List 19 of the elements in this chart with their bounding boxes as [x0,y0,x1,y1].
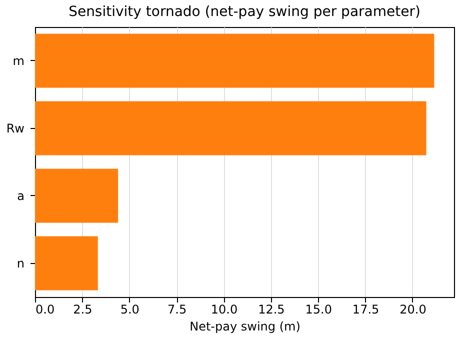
x-tick-label: 7.5 [168,302,187,316]
x-tick-label: 20.0 [400,302,426,316]
y-tick-label: a [17,188,24,203]
bar [35,34,434,88]
x-tick-label: 15.0 [305,302,332,316]
x-tick-label: 12.5 [258,302,285,316]
y-tick-label: Rw [6,121,25,136]
chart-title: Sensitivity tornado (net-pay swing per parameter) [68,4,420,20]
bar [35,168,118,223]
y-tick-label: m [12,54,24,68]
x-tick-label: 10.0 [210,302,238,316]
x-tick-label: 5.0 [120,302,140,316]
bar [35,236,98,290]
x-tick-label: 17.5 [352,302,380,316]
x-tick-label: 2.5 [73,302,92,316]
y-tick-label: n [16,256,24,270]
x-tick-label: 0.0 [36,302,55,316]
bar [35,101,426,156]
x-axis-title: Net-pay swing (m) [190,320,300,334]
